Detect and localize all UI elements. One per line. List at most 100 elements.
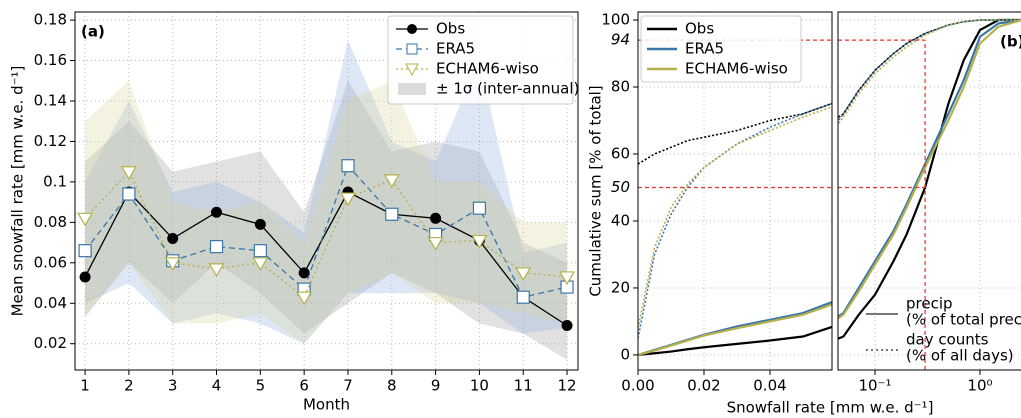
legend-label: (% of total precip) — [906, 311, 1021, 329]
x-tick-label: 10 — [470, 377, 489, 395]
marker — [167, 233, 179, 245]
marker — [208, 263, 225, 278]
x-tick-label: 3 — [168, 377, 178, 395]
marker — [77, 212, 94, 227]
marker — [430, 212, 442, 224]
x-tick-label: 0.04 — [753, 377, 786, 395]
legend-label: ERA5 — [436, 40, 475, 58]
x-tick-label: 7 — [343, 377, 353, 395]
y-tick-label: 0.16 — [34, 51, 67, 69]
precip-curve — [638, 325, 832, 357]
y-tick-label: 80 — [611, 78, 630, 96]
marker — [252, 257, 269, 271]
subaxis-linear — [638, 102, 832, 357]
day-count-curve — [838, 19, 1021, 123]
legend-label: Obs — [685, 20, 714, 38]
marker — [120, 166, 137, 180]
reference-label: 50 — [611, 178, 630, 196]
x-tick-label: 6 — [299, 377, 309, 395]
x-tick-label: 5 — [256, 377, 266, 395]
band — [85, 80, 568, 344]
y-tick-label: 40 — [611, 211, 630, 229]
marker — [339, 192, 357, 207]
marker — [385, 207, 399, 221]
marker — [427, 236, 444, 251]
x-tick-label: 1 — [80, 377, 90, 395]
y-tick-label: 0.02 — [34, 334, 67, 352]
x-tick-label: 0.02 — [687, 377, 720, 395]
legend-box — [387, 15, 574, 105]
x-tick-label: 9 — [431, 377, 441, 395]
x-axis-label: Month — [303, 396, 350, 414]
x-tick-label: 0.00 — [621, 377, 654, 395]
legend-label: precip — [906, 295, 953, 313]
series-line — [84, 190, 568, 327]
axes-frame — [637, 11, 833, 371]
marker — [559, 271, 576, 286]
legend-swatch — [398, 83, 426, 95]
marker — [211, 206, 223, 218]
precip-curve — [838, 19, 1021, 318]
legend-box — [640, 15, 802, 83]
x-tick-label: 2 — [124, 377, 134, 395]
x-tick-label: 10⁻¹ — [858, 377, 891, 395]
y-tick-label: 0.06 — [34, 253, 67, 271]
band — [85, 80, 568, 360]
marker — [471, 234, 488, 249]
marker — [254, 218, 266, 230]
marker — [561, 320, 573, 332]
axes-frame — [74, 11, 579, 371]
marker — [78, 244, 92, 258]
marker — [515, 267, 532, 282]
y-tick-label: 20 — [611, 278, 630, 296]
x-tick-label: 4 — [212, 377, 222, 395]
legend-label: day counts — [906, 331, 989, 349]
subaxis-log — [838, 18, 1021, 340]
marker — [209, 240, 224, 254]
x-axis-label: Snowfall rate [mm w.e. d⁻¹] — [727, 399, 934, 417]
precip-curve — [838, 19, 1021, 320]
y-axis-label: Cumulative sum [% of total] — [587, 85, 605, 296]
legend-marker — [406, 43, 418, 55]
day-count-curve — [638, 105, 832, 329]
precip-curve — [638, 303, 832, 356]
day-count-curve — [838, 19, 1021, 126]
marker — [296, 291, 313, 306]
y-tick-label: 0.14 — [34, 91, 67, 109]
legend-marker — [407, 24, 417, 34]
legend-label: (% of all days) — [906, 347, 1014, 365]
marker — [122, 187, 136, 201]
x-tick-label: 12 — [557, 377, 576, 395]
legend-label: ECHAM6-wiso — [436, 60, 539, 78]
y-tick-label: 0.18 — [34, 11, 67, 29]
marker — [516, 290, 530, 304]
y-tick-label: 0.04 — [34, 294, 67, 312]
y-tick-label: 0.12 — [34, 132, 67, 150]
x-tick-label: 10⁰ — [967, 377, 992, 395]
series-line — [84, 164, 568, 298]
legend-label: ECHAM6-wiso — [685, 60, 788, 78]
marker — [298, 267, 310, 279]
band — [85, 40, 568, 344]
marker — [472, 201, 487, 215]
marker — [79, 271, 91, 283]
legend-marker — [405, 63, 419, 77]
panel-label: (b) — [1000, 33, 1021, 51]
y-tick-label: 0.1 — [43, 172, 67, 190]
legend-label: ERA5 — [685, 40, 724, 58]
axes-frame — [837, 11, 1021, 371]
x-tick-label: 11 — [514, 377, 533, 395]
marker — [253, 244, 267, 258]
marker — [164, 257, 181, 271]
y-tick-label: 0.08 — [34, 213, 67, 231]
x-tick-label: 8 — [387, 377, 397, 395]
y-axis-label: Mean snowfall rate [mm w.e. d⁻¹] — [9, 66, 27, 317]
reference-label: 94 — [611, 31, 630, 49]
y-tick-label: 0 — [620, 345, 630, 363]
panel-label: (a) — [81, 23, 105, 41]
precip-curve — [838, 18, 1021, 340]
legend-label: Obs — [436, 20, 465, 38]
y-tick-label: 60 — [611, 144, 630, 162]
